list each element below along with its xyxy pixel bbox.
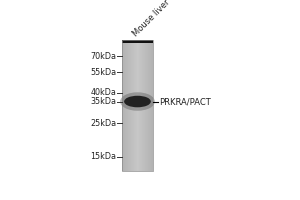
Bar [129,40,130,171]
Bar [127,40,128,171]
Bar [148,40,149,171]
Bar [146,40,147,171]
Bar [131,40,132,171]
Bar [123,40,124,171]
Bar [132,40,133,171]
Bar [134,40,135,171]
Bar [150,40,151,171]
Bar [140,40,141,171]
Ellipse shape [120,92,155,111]
Text: 25kDa: 25kDa [90,119,116,128]
Bar [145,40,146,171]
Bar [142,40,143,171]
Bar [136,40,137,171]
Text: 55kDa: 55kDa [90,68,116,77]
Bar [128,40,129,171]
Bar [135,40,136,171]
Bar [149,40,150,171]
Bar [144,40,145,171]
Bar [139,40,140,171]
Bar [151,40,152,171]
Bar [122,40,153,171]
Bar [125,40,126,171]
Ellipse shape [124,96,151,107]
Text: 35kDa: 35kDa [90,97,116,106]
Bar [143,40,144,171]
Bar [122,40,153,43]
Text: 70kDa: 70kDa [90,52,116,61]
Bar [133,40,134,171]
Text: Mouse liver: Mouse liver [131,0,172,39]
Text: 15kDa: 15kDa [90,152,116,161]
Bar [130,40,131,171]
Bar [124,40,125,171]
Bar [137,40,138,171]
Bar [122,40,123,171]
Text: 40kDa: 40kDa [90,88,116,97]
Bar [152,40,153,171]
Bar [141,40,142,171]
Bar [126,40,127,171]
Bar [138,40,139,171]
Bar [147,40,148,171]
Text: PRKRA/PACT: PRKRA/PACT [159,97,211,106]
